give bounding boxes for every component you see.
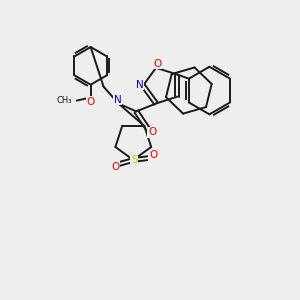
Text: N: N — [136, 80, 144, 90]
Text: O: O — [153, 59, 161, 69]
Text: O: O — [148, 127, 156, 137]
Text: O: O — [111, 162, 120, 172]
Text: O: O — [87, 97, 95, 106]
Text: N: N — [114, 94, 121, 104]
Text: O: O — [149, 150, 157, 160]
Text: S: S — [131, 155, 138, 165]
Text: CH₃: CH₃ — [56, 96, 72, 105]
